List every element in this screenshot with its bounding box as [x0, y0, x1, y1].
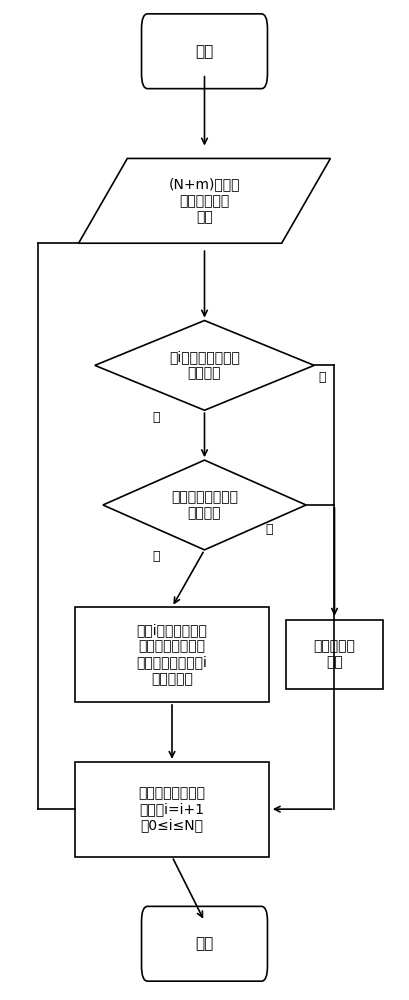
Polygon shape	[95, 320, 314, 410]
Text: (N+m)个功率
模块状态实时
监测: (N+m)个功率 模块状态实时 监测	[169, 178, 240, 224]
Polygon shape	[103, 460, 306, 550]
Text: 开始: 开始	[196, 44, 213, 59]
Bar	[286, 620, 383, 689]
Text: 是否满足冗余容错
运行条件: 是否满足冗余容错 运行条件	[171, 490, 238, 520]
Bar	[74, 762, 270, 857]
Polygon shape	[79, 158, 330, 243]
Text: 是: 是	[152, 411, 160, 424]
Text: 否: 否	[266, 523, 273, 536]
Text: 第i个功率模块是否
发生故障: 第i个功率模块是否 发生故障	[169, 350, 240, 380]
Text: 是: 是	[152, 550, 160, 563]
FancyBboxPatch shape	[142, 906, 267, 981]
Text: 安全退出，
停机: 安全退出， 停机	[314, 639, 355, 670]
Text: 查询下一个功率模
块，令i=i+1
（0≤i≤N）: 查询下一个功率模 块，令i=i+1 （0≤i≤N）	[139, 786, 205, 832]
Bar	[74, 607, 270, 702]
Text: 将第i个功率模块的
触发信号发送给冗
余模块，并旁路第i
个功率模块: 将第i个功率模块的 触发信号发送给冗 余模块，并旁路第i 个功率模块	[137, 623, 207, 686]
Text: 结束: 结束	[196, 936, 213, 951]
FancyBboxPatch shape	[142, 14, 267, 89]
Text: 否: 否	[319, 371, 326, 384]
